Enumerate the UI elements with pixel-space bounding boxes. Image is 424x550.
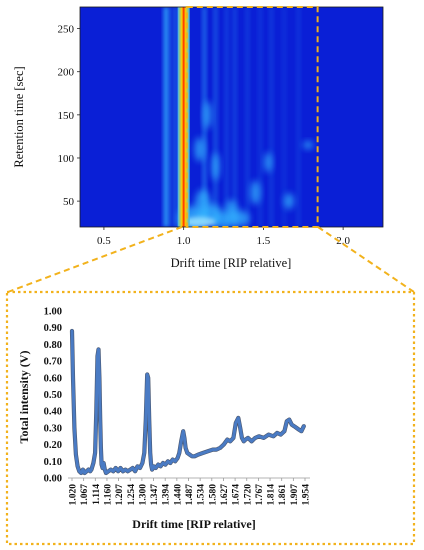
line-y-tick-label: 0.90 bbox=[44, 323, 62, 334]
line-x-tick-label: 1.954 bbox=[302, 484, 312, 506]
heatmap-y-axis-label: Retention time [sec] bbox=[12, 66, 26, 167]
line-x-tick-label: 1.627 bbox=[220, 484, 230, 506]
line-x-tick-label: 1.067 bbox=[80, 484, 90, 506]
line-x-tick-label: 1.534 bbox=[197, 484, 207, 506]
zoom-connector-right bbox=[317, 226, 415, 293]
heatmap-x-axis-label: Drift time [RIP relative] bbox=[171, 256, 292, 270]
line-y-tick-label: 0.80 bbox=[44, 340, 62, 351]
heatmap-streak bbox=[213, 7, 218, 227]
line-x-tick-label: 1.861 bbox=[278, 484, 288, 506]
heatmap-y-tick-label: 250 bbox=[58, 24, 75, 36]
heatmap-spot bbox=[203, 100, 212, 129]
zoom-connector-left bbox=[7, 226, 183, 293]
heatmap-y-ticks: 50 100 150 200 250 bbox=[58, 24, 80, 208]
series-line bbox=[70, 329, 306, 475]
heatmap-background bbox=[80, 7, 383, 227]
line-x-tick-label: 1.720 bbox=[243, 484, 253, 506]
line-x-tick-label: 1.767 bbox=[255, 484, 265, 506]
highlight-region bbox=[185, 6, 319, 228]
heatmap-x-tick-label: 1.0 bbox=[177, 235, 191, 247]
heatmap-streak bbox=[224, 7, 229, 227]
line-x-tick-label: 1.674 bbox=[232, 484, 242, 506]
heatmap-y-tick-label: 200 bbox=[58, 67, 75, 79]
heatmap-y-tick-label: 100 bbox=[58, 153, 75, 165]
line-x-tick-label: 1.907 bbox=[290, 484, 300, 506]
line-x-tick-label: 1.160 bbox=[103, 484, 113, 506]
line-x-ticks: 1.020 1.067 1.114 1.160 1.207 1.254 1.300 1.347… bbox=[69, 478, 312, 505]
line-y-tick-label: 0.50 bbox=[44, 390, 62, 401]
line-x-tick-label: 1.300 bbox=[138, 484, 148, 506]
heatmap-streak bbox=[296, 7, 301, 227]
line-x-tick-label: 1.207 bbox=[115, 484, 125, 506]
heatmap-x-ticks: 0.5 1.0 1.5 2.0 bbox=[97, 227, 351, 247]
line-y-tick-label: 0.10 bbox=[44, 457, 62, 468]
heatmap-streak bbox=[163, 7, 169, 227]
line-x-tick-label: 1.814 bbox=[267, 484, 277, 506]
heatmap-streak bbox=[269, 7, 274, 227]
heatmap-spot bbox=[264, 152, 273, 173]
heatmap-streak bbox=[170, 7, 175, 227]
heatmap-spot bbox=[283, 193, 294, 210]
heatmap-spot bbox=[250, 180, 261, 205]
line-x-tick-label: 1.114 bbox=[92, 484, 102, 505]
line-y-tick-label: 0.40 bbox=[44, 407, 62, 418]
heatmap-spot bbox=[229, 210, 250, 227]
line-x-tick-label: 1.440 bbox=[173, 484, 183, 506]
zoom-frame bbox=[5, 290, 416, 546]
line-x-tick-label: 1.347 bbox=[150, 484, 160, 506]
heatmap-streak bbox=[245, 7, 250, 227]
line-y-tick-label: 0.30 bbox=[44, 423, 62, 434]
heatmap-y-tick-label: 150 bbox=[58, 110, 75, 122]
heatmap-streak bbox=[258, 7, 263, 227]
heatmap-streak bbox=[232, 7, 237, 227]
heatmap-streak bbox=[282, 7, 287, 227]
zoom-panel: 0.00 0.10 0.20 0.30 0.40 0.50 0.60 0.70 0.80 0.90… bbox=[5, 290, 416, 546]
line-x-tick-label: 1.254 bbox=[127, 484, 137, 506]
line-x-tick-label: 1.487 bbox=[185, 484, 195, 506]
line-y-ticks: 0.00 0.10 0.20 0.30 0.40 0.50 0.60 0.70 0.80 0.90… bbox=[44, 307, 62, 485]
line-x-tick-label: 1.020 bbox=[69, 484, 79, 506]
line-y-tick-label: 1.00 bbox=[44, 307, 62, 318]
line-y-tick-label: 0.20 bbox=[44, 440, 62, 451]
line-y-tick-label: 0.70 bbox=[44, 357, 62, 368]
line-y-axis-label: Total intensity (V) bbox=[17, 351, 31, 444]
heatmap-spot bbox=[183, 216, 216, 227]
line-x-tick-label: 1.394 bbox=[162, 484, 172, 506]
line-y-tick-label: 0.60 bbox=[44, 373, 62, 384]
line-y-tick-label: 0.00 bbox=[44, 474, 62, 485]
heatmap-spot bbox=[303, 141, 314, 150]
heatmap-spot bbox=[194, 137, 205, 162]
line-x-axis-label: Drift time [RIP relative] bbox=[132, 517, 255, 531]
heatmap-panel: 0.5 1.0 1.5 2.0 50 100 150 200 250 Drift time [… bbox=[12, 6, 384, 270]
heatmap-spot bbox=[211, 152, 220, 181]
reactant-ion-peak bbox=[177, 7, 190, 227]
heatmap-y-tick-label: 50 bbox=[63, 196, 75, 208]
line-x-tick-label: 1.580 bbox=[208, 484, 218, 506]
heatmap-x-tick-label: 2.0 bbox=[336, 235, 350, 247]
heatmap-x-tick-label: 0.5 bbox=[97, 235, 111, 247]
heatmap-streak bbox=[175, 7, 180, 227]
heatmap-features bbox=[163, 7, 314, 227]
heatmap-x-tick-label: 1.5 bbox=[257, 235, 271, 247]
